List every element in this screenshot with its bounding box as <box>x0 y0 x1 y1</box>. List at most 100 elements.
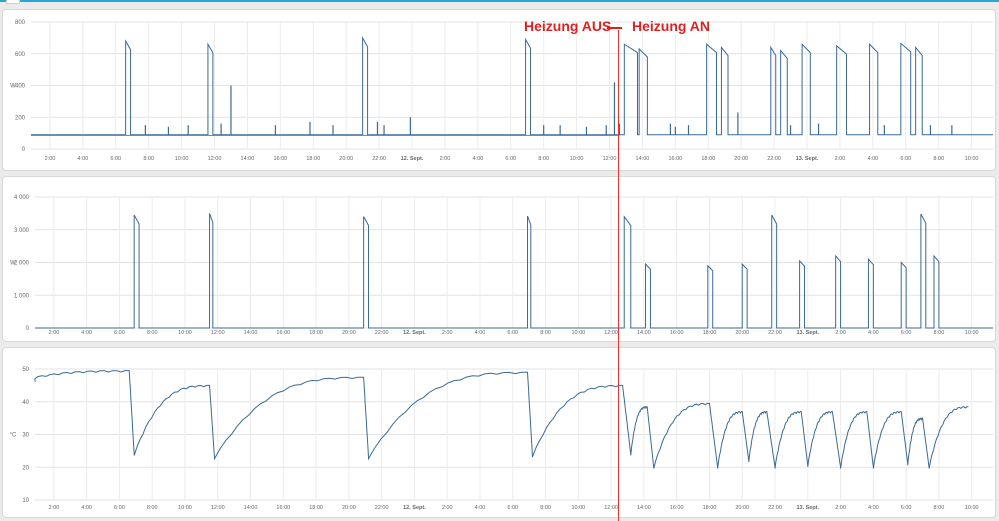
x-tick-label: 4:00 <box>81 505 92 511</box>
y-tick-label: 0 <box>22 147 26 153</box>
y-axis-label: °C <box>10 433 17 439</box>
x-tick-label: 18:00 <box>703 330 717 336</box>
x-tick-label: 6:00 <box>507 330 518 336</box>
x-tick-label: 2:00 <box>440 156 451 162</box>
y-tick-label: 50 <box>22 367 29 373</box>
x-tick-label: 12:00 <box>211 330 225 336</box>
x-tick-label: 6:00 <box>114 330 125 336</box>
y-tick-label: 40 <box>22 400 29 406</box>
series-line <box>31 35 993 136</box>
x-tick-label: 16:00 <box>273 156 287 162</box>
x-tick-label: 14:00 <box>636 156 650 162</box>
x-tick-label: 8:00 <box>540 330 551 336</box>
y-tick-label: 3 000 <box>14 228 30 234</box>
x-tick-label: 14:00 <box>244 330 258 336</box>
x-tick-label: 10:00 <box>175 156 189 162</box>
x-tick-label: 2:00 <box>48 330 59 336</box>
x-tick-label: 22:00 <box>768 330 782 336</box>
top-tab[interactable] <box>6 0 20 4</box>
x-tick-label: 10:00 <box>571 505 585 511</box>
annotation-dash <box>607 27 622 29</box>
x-tick-label: 18:00 <box>701 156 715 162</box>
x-tick-label: 6:00 <box>507 505 518 511</box>
y-tick-label: 20 <box>22 465 29 471</box>
x-tick-label: 6:00 <box>114 505 125 511</box>
x-tick-label: 4:00 <box>81 330 92 336</box>
x-tick-label: 12:00 <box>603 156 617 162</box>
x-tick-label: 10:00 <box>178 505 192 511</box>
y-tick-label: 4 000 <box>14 195 30 201</box>
y-tick-label: 400 <box>15 84 26 90</box>
chart-panel-temperature: 10 20 30 40 50 2:00 4:00 6:00 8:00 10:00 12:00 14:0… <box>2 347 996 518</box>
x-tick-label: 6:00 <box>900 156 911 162</box>
top-accent-bar <box>0 0 999 2</box>
x-tick-label: 12:00 <box>604 505 618 511</box>
x-tick-label: 6:00 <box>505 156 516 162</box>
series-line <box>35 213 993 329</box>
x-tick-label: 8:00 <box>147 505 158 511</box>
x-tick-label: 14:00 <box>637 330 651 336</box>
x-tick-label: 14:00 <box>637 505 651 511</box>
x-tick-label: 14:00 <box>244 505 258 511</box>
x-tick-label: 4:00 <box>868 330 879 336</box>
x-tick-label: 20:00 <box>734 156 748 162</box>
x-tick-label: 16:00 <box>276 330 290 336</box>
x-tick-label: 6:00 <box>901 330 912 336</box>
y-tick-label: 10 <box>22 498 29 504</box>
x-tick-label: 13. Sept. <box>796 330 819 336</box>
x-tick-label: 12:00 <box>208 156 222 162</box>
x-tick-label: 16:00 <box>670 330 684 336</box>
x-tick-label: 12. Sept. <box>401 156 424 162</box>
x-tick-label: 2:00 <box>835 505 846 511</box>
chart-svg-power-total: 0 200 400 600 800 2:00 4:00 6:00 8:00 10:00 12:00 1… <box>10 20 993 162</box>
x-tick-label: 8:00 <box>540 505 551 511</box>
x-tick-label: 4:00 <box>868 505 879 511</box>
x-tick-label: 16:00 <box>670 505 684 511</box>
chart-panel-power-total: 0 200 400 600 800 2:00 4:00 6:00 8:00 10:00 12:00 1… <box>2 9 996 171</box>
series-line <box>34 370 969 469</box>
x-tick-label: 8:00 <box>538 156 549 162</box>
y-tick-label: 2 000 <box>14 261 30 267</box>
x-tick-label: 14:00 <box>241 156 255 162</box>
x-tick-label: 10:00 <box>965 505 979 511</box>
x-tick-label: 20:00 <box>342 505 356 511</box>
x-tick-label: 2:00 <box>45 156 56 162</box>
x-tick-label: 20:00 <box>735 330 749 336</box>
x-tick-label: 22:00 <box>375 505 389 511</box>
x-tick-label: 22:00 <box>767 156 781 162</box>
x-tick-label: 16:00 <box>668 156 682 162</box>
x-tick-label: 10:00 <box>965 156 979 162</box>
switch-marker-line <box>618 30 620 521</box>
x-tick-label: 4:00 <box>867 156 878 162</box>
x-tick-label: 2:00 <box>442 505 453 511</box>
x-tick-label: 6:00 <box>901 505 912 511</box>
x-tick-label: 12:00 <box>604 330 618 336</box>
x-tick-label: 2:00 <box>442 330 453 336</box>
annotation-heizung-an: Heizung AN <box>632 18 711 34</box>
x-tick-label: 13. Sept. <box>796 156 819 162</box>
annotation-heizung-aus: Heizung AUS <box>524 18 612 34</box>
x-tick-label: 18:00 <box>309 505 323 511</box>
x-tick-label: 12:00 <box>211 505 225 511</box>
x-tick-label: 18:00 <box>703 505 717 511</box>
x-tick-label: 10:00 <box>571 330 585 336</box>
chart-svg-power-heater: 0 1 000 2 000 3 000 4 000 2:00 4:00 6:00 8:00 10:… <box>10 195 993 336</box>
x-tick-label: 13. Sept. <box>796 505 819 511</box>
y-tick-label: 30 <box>22 433 29 439</box>
x-tick-label: 16:00 <box>276 505 290 511</box>
x-tick-label: 8:00 <box>934 505 945 511</box>
x-tick-label: 10:00 <box>178 330 192 336</box>
x-tick-label: 20:00 <box>339 156 353 162</box>
x-tick-label: 8:00 <box>147 330 158 336</box>
x-tick-label: 2:00 <box>835 330 846 336</box>
x-tick-label: 12. Sept. <box>403 505 426 511</box>
x-tick-label: 10:00 <box>570 156 584 162</box>
x-tick-label: 4:00 <box>77 156 88 162</box>
y-tick-label: 800 <box>15 20 26 26</box>
x-tick-label: 22:00 <box>768 505 782 511</box>
x-tick-label: 22:00 <box>372 156 386 162</box>
y-tick-label: 1 000 <box>14 293 30 299</box>
x-tick-label: 12. Sept. <box>403 330 426 336</box>
y-axis-label: W <box>10 84 16 90</box>
chart-svg-temperature: 10 20 30 40 50 2:00 4:00 6:00 8:00 10:00 12:00 14:0… <box>10 367 993 511</box>
